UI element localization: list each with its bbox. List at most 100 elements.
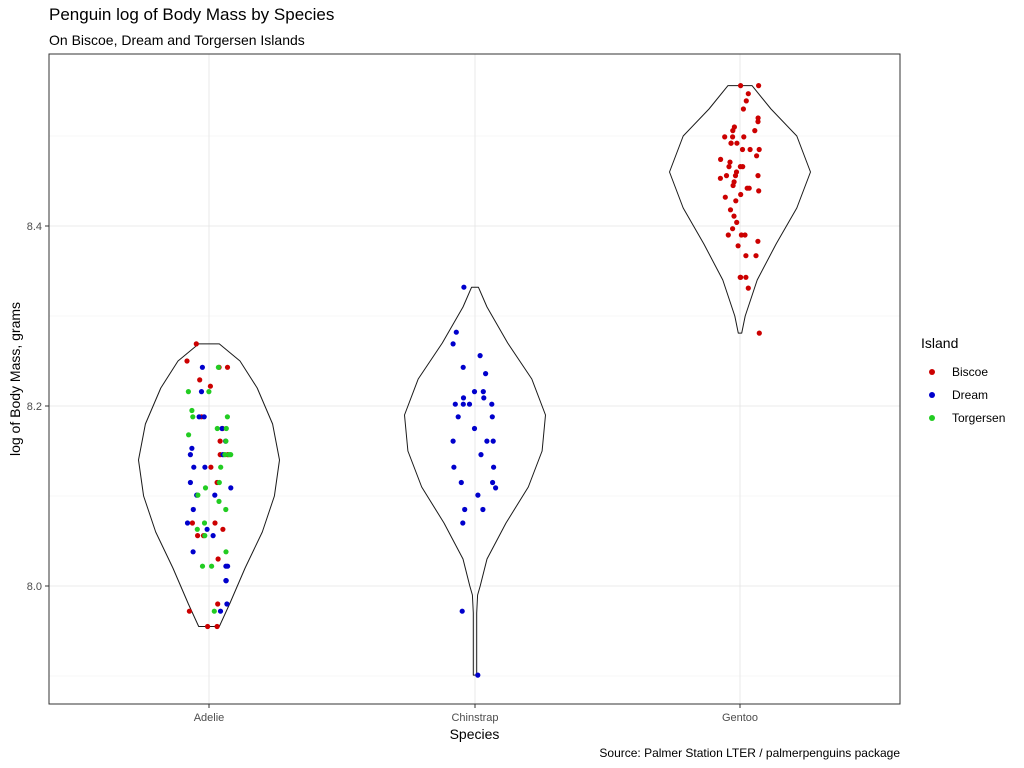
point-dream [187, 452, 193, 458]
point-dream [204, 526, 210, 532]
point-dream [189, 445, 195, 451]
violins [138, 85, 811, 676]
point-dream [184, 520, 191, 526]
point-biscoe [738, 191, 744, 198]
point-biscoe [730, 134, 736, 140]
point-biscoe [740, 106, 747, 112]
y-axis: 8.0 8.2 8.4 [27, 221, 49, 593]
point-dream [475, 492, 481, 498]
violin-chinstrap [404, 286, 546, 676]
point-biscoe [745, 91, 751, 97]
legend-dot-torgersen [929, 414, 935, 421]
point-dream [484, 438, 490, 444]
point-dream [471, 425, 478, 432]
y-axis-title: log of Body Mass, grams [7, 302, 23, 456]
point-dream [490, 479, 496, 486]
point-torgersen [202, 485, 209, 491]
legend-item-torgersen: Torgersen [921, 406, 1005, 429]
y-tick-label: 8.4 [27, 221, 42, 233]
point-dream [466, 401, 473, 407]
point-torgersen [195, 492, 201, 498]
point-biscoe [753, 253, 759, 259]
point-dream [223, 578, 229, 584]
point-dream [458, 479, 464, 486]
point-biscoe [743, 274, 749, 280]
point-biscoe [734, 140, 740, 146]
point-biscoe [732, 173, 739, 179]
point-biscoe [742, 232, 748, 238]
point-biscoe [735, 243, 741, 249]
point-torgersen [216, 479, 222, 486]
point-dream [219, 425, 225, 432]
point-biscoe [207, 383, 213, 389]
point-biscoe [747, 146, 753, 153]
point-dream [212, 492, 218, 498]
point-biscoe [738, 232, 745, 238]
point-dream [223, 563, 229, 569]
legend-dot-dream [929, 391, 935, 398]
point-dream [489, 414, 495, 420]
point-biscoe [756, 83, 762, 89]
legend-key-torgersen [921, 407, 943, 429]
point-biscoe [717, 175, 724, 181]
point-biscoe [722, 194, 728, 200]
legend-label-torgersen: Torgersen [952, 410, 1006, 425]
point-biscoe [730, 182, 736, 189]
point-biscoe [755, 173, 761, 179]
point-torgersen [224, 414, 230, 420]
point-biscoe [195, 533, 201, 539]
point-dream [491, 464, 497, 470]
point-biscoe [726, 164, 732, 170]
point-dream [228, 485, 234, 491]
point-torgersen [194, 526, 200, 532]
point-torgersen [211, 608, 217, 614]
legend-dot-biscoe [929, 368, 935, 375]
point-dream [455, 414, 461, 420]
point-dream [460, 520, 466, 526]
point-biscoe [208, 464, 214, 470]
grid-lines [49, 54, 900, 704]
point-biscoe [739, 146, 746, 153]
point-dream [481, 395, 487, 401]
plot-panel-border [48, 53, 901, 705]
point-dream [460, 364, 466, 370]
point-dream [451, 464, 457, 470]
point-torgersen [190, 414, 196, 420]
legend-title: Island [921, 335, 959, 351]
point-torgersen [199, 563, 206, 569]
point-torgersen [201, 520, 208, 526]
legend-item-dream: Dream [921, 383, 1005, 406]
point-torgersen [223, 549, 229, 555]
point-biscoe [212, 520, 218, 526]
point-dream [475, 672, 481, 678]
point-biscoe [728, 140, 734, 146]
point-dream [460, 401, 466, 407]
point-biscoe [205, 623, 211, 630]
point-biscoe [727, 207, 734, 213]
violin-gentoo [669, 85, 811, 334]
point-biscoe [734, 219, 740, 225]
point-biscoe [754, 153, 760, 159]
point-biscoe [214, 623, 220, 630]
point-torgersen [214, 425, 220, 432]
point-biscoe [220, 526, 226, 532]
point-dream [493, 485, 499, 491]
point-torgersen [189, 407, 195, 414]
point-dream [452, 401, 458, 407]
point-dream [210, 533, 216, 539]
point-biscoe [718, 156, 724, 162]
point-biscoe [752, 128, 758, 134]
point-torgersen [223, 438, 229, 444]
y-tick-label: 8.0 [27, 581, 42, 593]
point-dream [462, 506, 468, 513]
point-biscoe [189, 520, 195, 526]
point-torgersen [222, 452, 228, 458]
point-dream [489, 401, 495, 407]
point-torgersen [209, 563, 215, 569]
point-torgersen [218, 464, 224, 470]
legend-key-biscoe [921, 361, 943, 383]
point-biscoe [197, 377, 203, 383]
point-dream [480, 389, 486, 395]
point-dream [217, 608, 224, 614]
